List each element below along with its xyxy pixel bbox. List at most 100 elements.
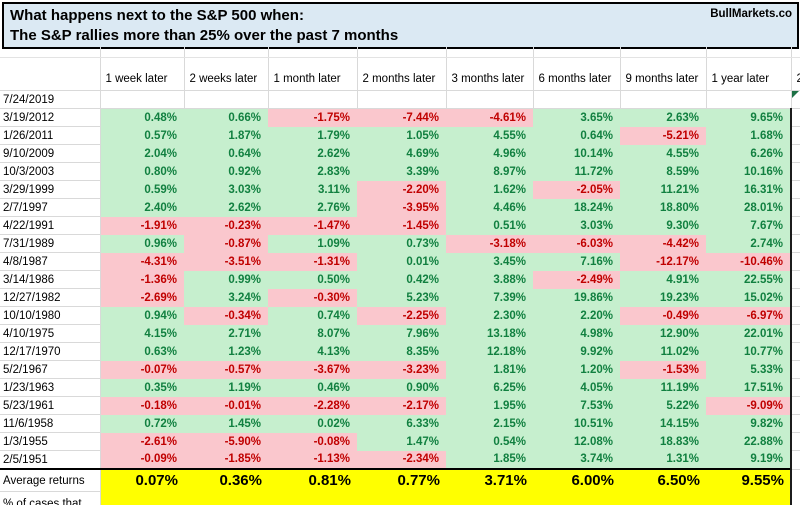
return-cell[interactable]: 9.19% — [706, 450, 792, 469]
return-cell[interactable]: 1.05% — [357, 126, 446, 145]
partial-next-column-header[interactable]: 2 — [791, 57, 800, 91]
return-cell[interactable]: 5.23% — [357, 288, 446, 307]
partial-cell[interactable] — [791, 180, 800, 199]
return-cell[interactable]: 4.55% — [620, 144, 706, 163]
return-cell[interactable]: -9.09% — [706, 396, 792, 415]
empty-cell[interactable] — [268, 47, 358, 58]
return-cell[interactable]: 13.18% — [446, 324, 533, 343]
return-cell-empty[interactable] — [268, 90, 358, 109]
return-cell[interactable]: -1.47% — [268, 216, 357, 235]
partial-cell[interactable] — [791, 432, 800, 451]
return-cell[interactable]: 18.80% — [620, 198, 706, 217]
row-date[interactable]: 2/7/1997 — [0, 198, 101, 217]
return-cell[interactable]: 4.98% — [533, 324, 620, 343]
partial-cell[interactable] — [791, 270, 800, 289]
return-cell[interactable]: 0.66% — [184, 108, 268, 127]
partial-cell[interactable] — [791, 324, 800, 343]
percent-positive-cell[interactable]: 75% — [620, 491, 706, 505]
return-cell[interactable]: 4.69% — [357, 144, 446, 163]
partial-cell[interactable] — [791, 162, 800, 181]
percent-positive-cell[interactable]: 85% — [533, 491, 620, 505]
percent-positive-cell[interactable]: 60% — [357, 491, 446, 505]
return-cell[interactable]: 19.23% — [620, 288, 706, 307]
return-cell-empty[interactable] — [706, 90, 792, 109]
return-cell[interactable]: 11.02% — [620, 342, 706, 361]
partial-cell[interactable] — [791, 234, 800, 253]
empty-cell[interactable] — [620, 47, 707, 58]
column-header-1[interactable]: 1 week later — [100, 57, 185, 91]
return-cell[interactable]: 1.47% — [357, 432, 446, 451]
row-date[interactable]: 7/31/1989 — [0, 234, 101, 253]
return-cell[interactable]: -6.03% — [533, 234, 620, 253]
column-header-8[interactable]: 1 year later — [706, 57, 792, 91]
return-cell[interactable]: 4.46% — [446, 198, 533, 217]
return-cell[interactable]: 2.15% — [446, 414, 533, 433]
return-cell[interactable]: -1.85% — [184, 450, 268, 469]
return-cell[interactable]: 4.91% — [620, 270, 706, 289]
return-cell[interactable]: 2.71% — [184, 324, 268, 343]
return-cell[interactable]: 0.72% — [100, 414, 184, 433]
partial-cell[interactable] — [791, 342, 800, 361]
return-cell[interactable]: 0.64% — [184, 144, 268, 163]
return-cell[interactable]: 7.96% — [357, 324, 446, 343]
return-cell[interactable]: 0.42% — [357, 270, 446, 289]
empty-cell[interactable] — [533, 47, 621, 58]
row-date[interactable]: 7/24/2019 — [0, 90, 101, 109]
row-date[interactable]: 3/29/1999 — [0, 180, 101, 199]
return-cell[interactable]: -3.23% — [357, 360, 446, 379]
partial-cell[interactable] — [791, 491, 800, 505]
return-cell[interactable]: -0.07% — [100, 360, 184, 379]
return-cell-empty[interactable] — [620, 90, 707, 109]
partial-cell[interactable] — [791, 360, 800, 379]
return-cell[interactable]: 1.68% — [706, 126, 792, 145]
return-cell[interactable]: 9.92% — [533, 342, 620, 361]
row-date[interactable]: 5/2/1967 — [0, 360, 101, 379]
return-cell[interactable]: -1.13% — [268, 450, 357, 469]
return-cell[interactable]: 0.57% — [100, 126, 184, 145]
return-cell[interactable]: 2.20% — [533, 306, 620, 325]
return-cell[interactable]: 0.35% — [100, 378, 184, 397]
return-cell[interactable]: 12.90% — [620, 324, 706, 343]
return-cell[interactable]: 3.03% — [533, 216, 620, 235]
percent-positive-cell[interactable]: 60% — [100, 491, 184, 505]
return-cell[interactable]: -0.30% — [268, 288, 357, 307]
return-cell[interactable]: 6.33% — [357, 414, 446, 433]
return-cell[interactable]: 2.04% — [100, 144, 184, 163]
return-cell[interactable]: 1.19% — [184, 378, 268, 397]
return-cell[interactable]: 0.73% — [357, 234, 446, 253]
return-cell[interactable]: 1.45% — [184, 414, 268, 433]
return-cell[interactable]: 17.51% — [706, 378, 792, 397]
return-cell[interactable]: 5.22% — [620, 396, 706, 415]
return-cell[interactable]: 2.30% — [446, 306, 533, 325]
return-cell[interactable]: 6.25% — [446, 378, 533, 397]
return-cell[interactable]: 1.31% — [620, 450, 706, 469]
return-cell[interactable]: 10.77% — [706, 342, 792, 361]
empty-cell[interactable] — [446, 47, 534, 58]
return-cell[interactable]: 4.96% — [446, 144, 533, 163]
row-date[interactable]: 5/23/1961 — [0, 396, 101, 415]
return-cell[interactable]: 18.83% — [620, 432, 706, 451]
return-cell[interactable]: 7.39% — [446, 288, 533, 307]
average-return-cell[interactable]: 0.07% — [100, 468, 184, 492]
return-cell[interactable]: 7.16% — [533, 252, 620, 271]
empty-cell[interactable] — [706, 47, 792, 58]
return-cell[interactable]: 9.65% — [706, 108, 792, 127]
partial-cell[interactable] — [791, 414, 800, 433]
percent-positive-cell[interactable]: 60% — [268, 491, 357, 505]
return-cell[interactable]: -7.44% — [357, 108, 446, 127]
return-cell[interactable]: 11.21% — [620, 180, 706, 199]
partial-cell[interactable] — [791, 90, 800, 109]
return-cell[interactable]: 0.48% — [100, 108, 184, 127]
partial-cell[interactable] — [791, 396, 800, 415]
row-date[interactable]: 1/26/2011 — [0, 126, 101, 145]
return-cell[interactable]: 0.02% — [268, 414, 357, 433]
return-cell[interactable]: -1.36% — [100, 270, 184, 289]
empty-cell[interactable] — [184, 47, 269, 58]
return-cell[interactable]: 8.35% — [357, 342, 446, 361]
return-cell[interactable]: 0.01% — [357, 252, 446, 271]
return-cell[interactable]: -3.51% — [184, 252, 268, 271]
return-cell[interactable]: -1.45% — [357, 216, 446, 235]
partial-cell[interactable] — [791, 126, 800, 145]
return-cell[interactable]: -1.75% — [268, 108, 357, 127]
return-cell[interactable]: 0.90% — [357, 378, 446, 397]
